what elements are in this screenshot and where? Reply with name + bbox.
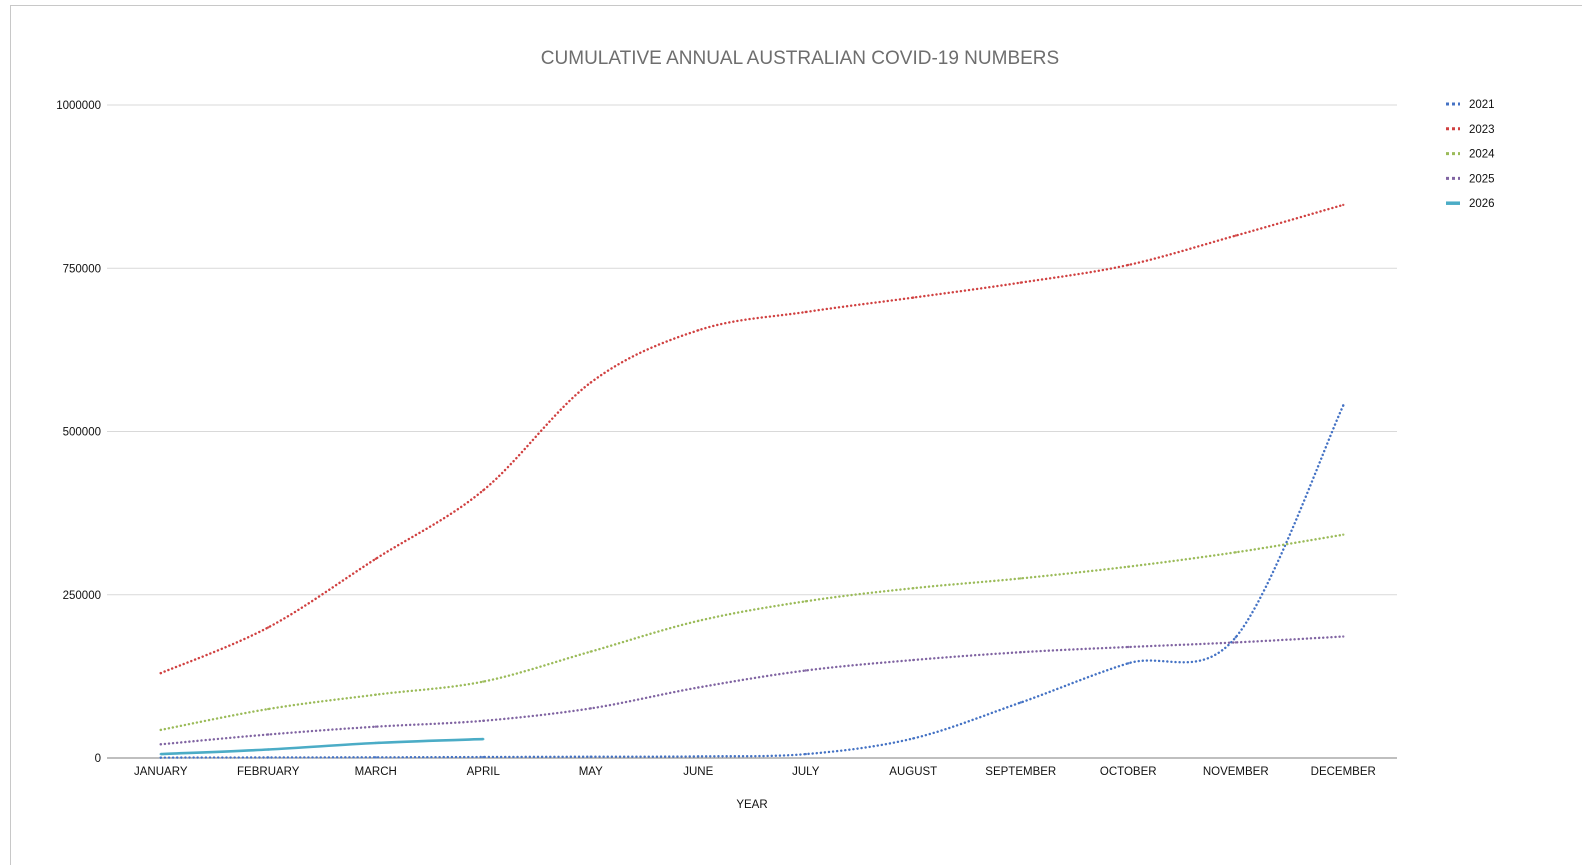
data-point-2025 (589, 707, 592, 710)
data-point-2021 (374, 756, 377, 759)
x-tick-label: SEPTEMBER (985, 766, 1056, 778)
data-point-2023 (912, 296, 915, 299)
x-tick-label: NOVEMBER (1203, 766, 1269, 778)
series-lines (159, 203, 1345, 759)
y-tick-label: 250000 (63, 590, 101, 602)
data-point-2023 (1342, 203, 1345, 207)
data-point-2023 (374, 557, 377, 561)
chart-title: CUMULATIVE ANNUAL AUSTRALIAN COVID-19 NU… (541, 48, 1059, 69)
data-point-2024 (374, 693, 377, 696)
y-tick-label: 0 (95, 753, 101, 765)
data-point-2025 (482, 719, 485, 722)
data-point-2021 (1234, 635, 1237, 639)
data-point-2023 (267, 626, 270, 629)
data-point-2023 (482, 489, 485, 492)
series-line-2024 (159, 533, 1345, 732)
data-point-2025 (1019, 651, 1022, 654)
x-tick-label: JANUARY (134, 766, 188, 778)
legend: 2021 2023 2024 2025 2026 (1446, 99, 1495, 210)
x-tick-label: DECEMBER (1311, 766, 1376, 778)
data-point-2023 (1019, 281, 1022, 284)
data-point-2025 (374, 725, 377, 728)
data-point-2021 (482, 755, 485, 759)
series-line-2023 (159, 203, 1345, 675)
x-tick-label: MAY (579, 766, 603, 778)
data-point-2025 (804, 669, 807, 672)
data-point-2023 (1127, 263, 1130, 267)
x-axis-title: YEAR (736, 799, 767, 811)
data-point-2023 (1234, 234, 1237, 237)
data-point-2024 (1127, 565, 1130, 568)
x-axis-ticks: JANUARY FEBRUARY MARCH APRIL MAY JUNE JULY AUGU… (134, 766, 1376, 778)
legend-label-2023: 2023 (1469, 124, 1495, 136)
data-point-2023 (159, 671, 162, 675)
data-point-2025 (267, 733, 270, 736)
data-point-2025 (1127, 645, 1130, 649)
data-point-2021 (912, 737, 915, 740)
y-tick-label: 1000000 (56, 100, 101, 112)
data-point-2026 (159, 752, 162, 756)
y-tick-label: 750000 (63, 263, 101, 275)
series-line-2021 (159, 404, 1345, 759)
data-point-2024 (697, 619, 700, 623)
data-point-2024 (1019, 577, 1022, 580)
data-point-2021 (267, 756, 270, 759)
x-tick-label: APRIL (467, 766, 501, 778)
data-point-2024 (804, 600, 807, 603)
data-point-2026 (267, 748, 270, 751)
data-point-2024 (1342, 533, 1345, 536)
data-point-2021 (804, 752, 807, 756)
data-point-2021 (159, 756, 162, 759)
data-point-2025 (697, 686, 700, 689)
data-point-2021 (589, 755, 592, 758)
x-tick-label: MARCH (355, 766, 397, 778)
x-tick-label: OCTOBER (1100, 766, 1157, 778)
x-tick-label: JULY (792, 766, 820, 778)
legend-label-2025: 2025 (1469, 173, 1495, 185)
data-point-2024 (1234, 551, 1237, 554)
data-point-2021 (1342, 404, 1345, 407)
legend-label-2026: 2026 (1469, 198, 1495, 210)
data-point-2025 (1234, 641, 1237, 644)
series-line-2025 (159, 635, 1345, 746)
data-point-2026 (482, 737, 485, 741)
data-point-2021 (697, 755, 700, 758)
data-point-2021 (1019, 701, 1022, 704)
x-tick-label: AUGUST (889, 766, 937, 778)
data-point-2025 (912, 658, 915, 662)
data-point-2024 (267, 707, 270, 711)
data-point-2024 (159, 728, 162, 732)
data-point-2026 (374, 741, 377, 745)
data-point-2024 (589, 650, 592, 653)
data-point-2024 (912, 587, 915, 590)
legend-label-2024: 2024 (1469, 149, 1495, 161)
data-point-2023 (697, 329, 700, 332)
x-tick-label: FEBRUARY (237, 766, 300, 778)
series-line-2026 (160, 737, 484, 756)
chart-frame (10, 5, 1582, 865)
legend-label-2021: 2021 (1469, 99, 1495, 111)
data-point-2021 (1127, 662, 1130, 665)
data-point-2023 (804, 310, 807, 314)
data-point-2025 (1342, 635, 1345, 638)
y-tick-label: 500000 (63, 427, 101, 439)
y-axis-ticks: 0 250000 500000 750000 1000000 (56, 100, 101, 765)
data-point-2025 (159, 743, 162, 746)
data-point-2023 (589, 381, 592, 384)
data-point-2024 (482, 680, 485, 683)
x-tick-label: JUNE (683, 766, 713, 778)
